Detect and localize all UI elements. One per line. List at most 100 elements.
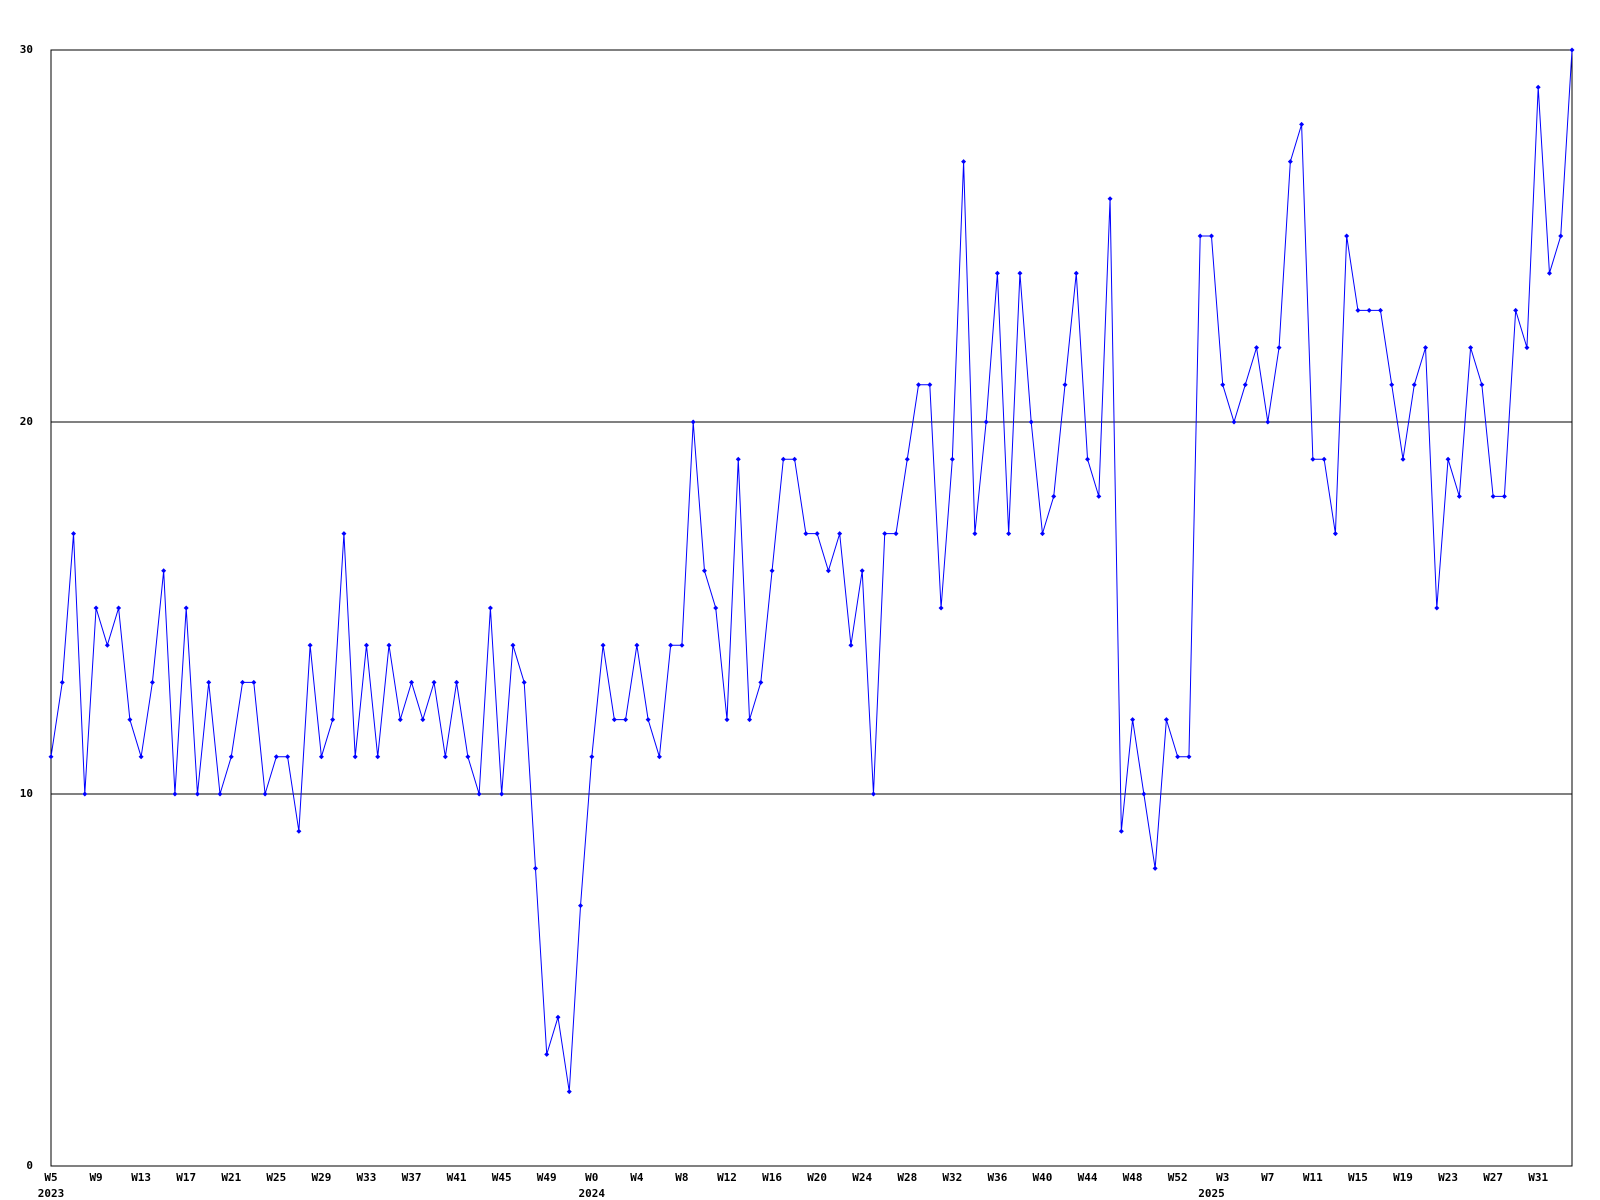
data-point xyxy=(713,605,719,611)
data-point xyxy=(1479,382,1485,388)
data-point xyxy=(690,419,696,425)
data-point xyxy=(532,865,538,871)
data-point xyxy=(296,828,302,834)
data-point xyxy=(262,791,268,797)
data-point xyxy=(1546,270,1552,276)
data-point xyxy=(217,791,223,797)
data-point xyxy=(442,754,448,760)
data-point xyxy=(1434,605,1440,611)
data-point xyxy=(1141,791,1147,797)
data-point xyxy=(882,531,888,537)
data-point xyxy=(870,791,876,797)
x-tick-label: W23 xyxy=(1438,1171,1458,1184)
data-point xyxy=(251,679,257,685)
y-tick-label: 30 xyxy=(20,43,33,56)
data-point xyxy=(161,568,167,574)
data-point xyxy=(172,791,178,797)
data-point xyxy=(769,568,775,574)
data-point xyxy=(1197,233,1203,239)
x-tick-label: W7 xyxy=(1261,1171,1274,1184)
data-point xyxy=(330,717,336,723)
data-point xyxy=(1175,754,1181,760)
x-tick-label: W13 xyxy=(131,1171,151,1184)
data-point xyxy=(1344,233,1350,239)
y-tick-label: 10 xyxy=(20,787,33,800)
x-tick-label: W20 xyxy=(807,1171,827,1184)
data-point xyxy=(1220,382,1226,388)
data-point xyxy=(927,382,933,388)
data-point xyxy=(1513,307,1519,313)
data-point xyxy=(983,419,989,425)
data-point xyxy=(1062,382,1068,388)
data-point xyxy=(510,642,516,648)
data-point xyxy=(1118,828,1124,834)
x-tick-label: W52 xyxy=(1168,1171,1188,1184)
data-point xyxy=(701,568,707,574)
data-point xyxy=(285,754,291,760)
x-tick-label: W21 xyxy=(221,1171,241,1184)
data-point xyxy=(1028,419,1034,425)
data-point xyxy=(1377,307,1383,313)
data-point xyxy=(487,605,493,611)
data-point xyxy=(307,642,313,648)
data-point xyxy=(724,717,730,723)
data-point xyxy=(1287,159,1293,165)
x-tick-label: W12 xyxy=(717,1171,737,1184)
data-point xyxy=(183,605,189,611)
data-point xyxy=(1163,717,1169,723)
data-point xyxy=(228,754,234,760)
data-point xyxy=(668,642,674,648)
data-point xyxy=(1017,270,1023,276)
data-point xyxy=(1490,493,1496,499)
data-point xyxy=(341,531,347,537)
x-tick-label: W44 xyxy=(1078,1171,1098,1184)
data-point xyxy=(82,791,88,797)
data-point xyxy=(1107,196,1113,202)
data-point xyxy=(71,531,77,537)
data-point xyxy=(1051,493,1057,499)
data-point xyxy=(904,456,910,462)
data-point xyxy=(93,605,99,611)
data-point xyxy=(1558,233,1564,239)
data-point xyxy=(521,679,527,685)
x-year-label: 2025 xyxy=(1198,1187,1225,1200)
data-point xyxy=(679,642,685,648)
data-point xyxy=(1524,345,1530,351)
y-tick-label: 20 xyxy=(20,415,33,428)
data-point xyxy=(747,717,753,723)
data-point xyxy=(1242,382,1248,388)
data-point xyxy=(578,903,584,909)
x-tick-label: W11 xyxy=(1303,1171,1323,1184)
data-point xyxy=(1265,419,1271,425)
data-point xyxy=(1501,493,1507,499)
data-point xyxy=(104,642,110,648)
data-point xyxy=(566,1089,572,1095)
data-point xyxy=(206,679,212,685)
data-point xyxy=(544,1051,550,1057)
x-tick-label: W4 xyxy=(630,1171,644,1184)
data-point xyxy=(1073,270,1079,276)
data-point xyxy=(972,531,978,537)
data-point xyxy=(48,754,54,760)
data-point xyxy=(499,791,505,797)
data-point xyxy=(273,754,279,760)
data-point xyxy=(645,717,651,723)
x-tick-label: W28 xyxy=(897,1171,917,1184)
x-tick-label: W27 xyxy=(1483,1171,1503,1184)
data-point xyxy=(916,382,922,388)
data-point xyxy=(825,568,831,574)
data-point xyxy=(1456,493,1462,499)
data-point xyxy=(837,531,843,537)
data-point xyxy=(1254,345,1260,351)
data-point xyxy=(1400,456,1406,462)
data-point xyxy=(1389,382,1395,388)
x-year-label: 2023 xyxy=(38,1187,65,1200)
data-point xyxy=(600,642,606,648)
data-point xyxy=(116,605,122,611)
data-point xyxy=(589,754,595,760)
series-line xyxy=(50,49,1573,1092)
data-point xyxy=(420,717,426,723)
x-tick-label: W15 xyxy=(1348,1171,1368,1184)
x-tick-label: W37 xyxy=(402,1171,422,1184)
